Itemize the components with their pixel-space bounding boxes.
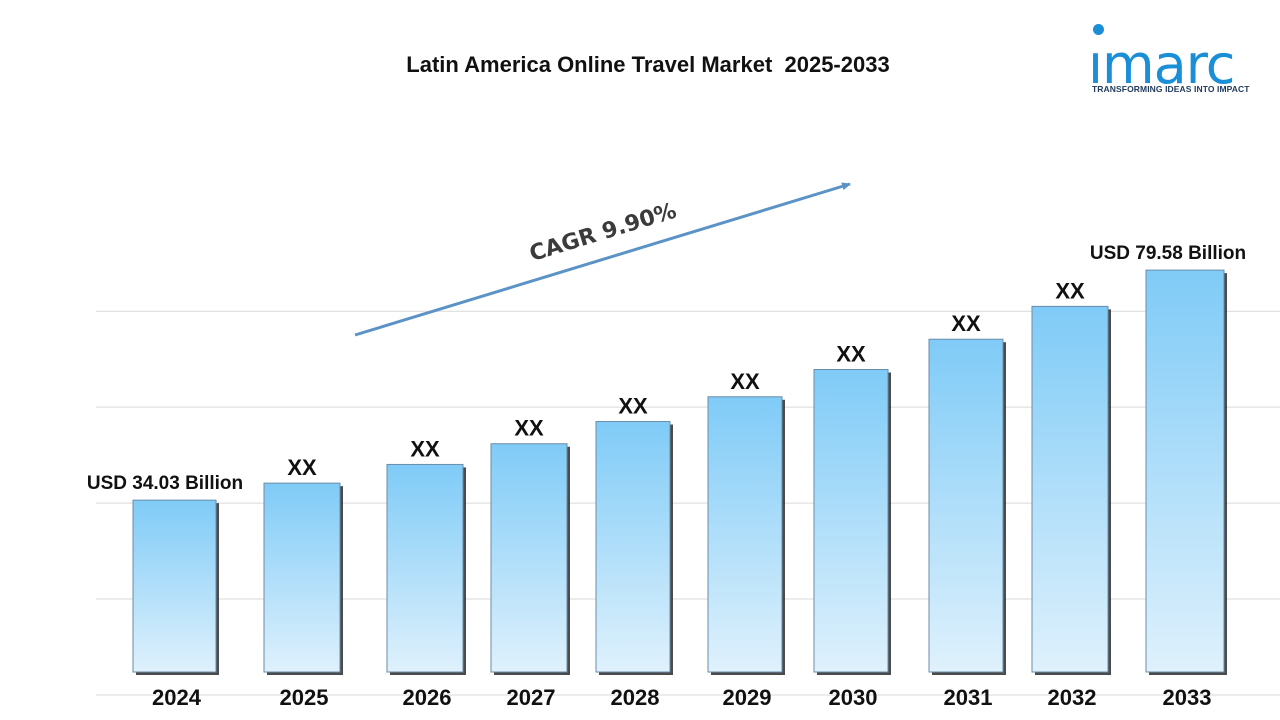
labels: USD 34.03 Billion 2024 XX 2025 XX 2026 XX 2027 X… (87, 243, 1246, 710)
value-label-2032: XX (1055, 278, 1085, 303)
year-label-2024: 2024 (152, 685, 202, 710)
bar-2032 (1031, 305, 1109, 673)
year-label-2033: 2033 (1163, 685, 1212, 710)
bars (132, 269, 1227, 675)
bar-2029 (707, 396, 783, 673)
bar-2028 (595, 421, 671, 673)
value-label-2027: XX (514, 416, 544, 441)
imarc-logo: ımarc TRANSFORMING IDEAS INTO IMPACT (1088, 18, 1268, 98)
bar-2031 (928, 338, 1004, 673)
value-label-2033: USD 79.58 Billion (1090, 243, 1246, 264)
value-label-2029: XX (730, 369, 760, 394)
bar-2030 (813, 369, 889, 673)
cagr-label: CAGR 9.90% (527, 199, 680, 267)
year-label-2027: 2027 (507, 685, 556, 710)
year-label-2028: 2028 (611, 685, 660, 710)
bar-2027 (490, 443, 568, 673)
bar-2026 (386, 463, 464, 673)
value-label-2028: XX (618, 394, 648, 419)
chart-title: Latin America Online Travel Market 2025-… (406, 52, 890, 77)
logo-dot (1093, 24, 1104, 35)
cagr-arrow (354, 182, 851, 337)
bar-2033 (1145, 269, 1225, 673)
year-label-2025: 2025 (280, 685, 329, 710)
logo-tagline: TRANSFORMING IDEAS INTO IMPACT (1092, 84, 1250, 94)
value-label-2030: XX (836, 342, 866, 367)
value-label-2024: USD 34.03 Billion (87, 473, 243, 494)
logo-wordmark: ımarc (1088, 33, 1235, 96)
bar-2025 (263, 482, 341, 673)
year-label-2026: 2026 (403, 685, 452, 710)
year-label-2029: 2029 (723, 685, 772, 710)
cagr-annotation: CAGR 9.90% (354, 182, 851, 337)
value-label-2025: XX (287, 455, 317, 480)
year-label-2031: 2031 (944, 685, 993, 710)
year-label-2030: 2030 (829, 685, 878, 710)
value-label-2031: XX (951, 311, 981, 336)
bar-2024 (132, 499, 217, 673)
year-label-2032: 2032 (1048, 685, 1097, 710)
value-label-2026: XX (410, 436, 440, 461)
